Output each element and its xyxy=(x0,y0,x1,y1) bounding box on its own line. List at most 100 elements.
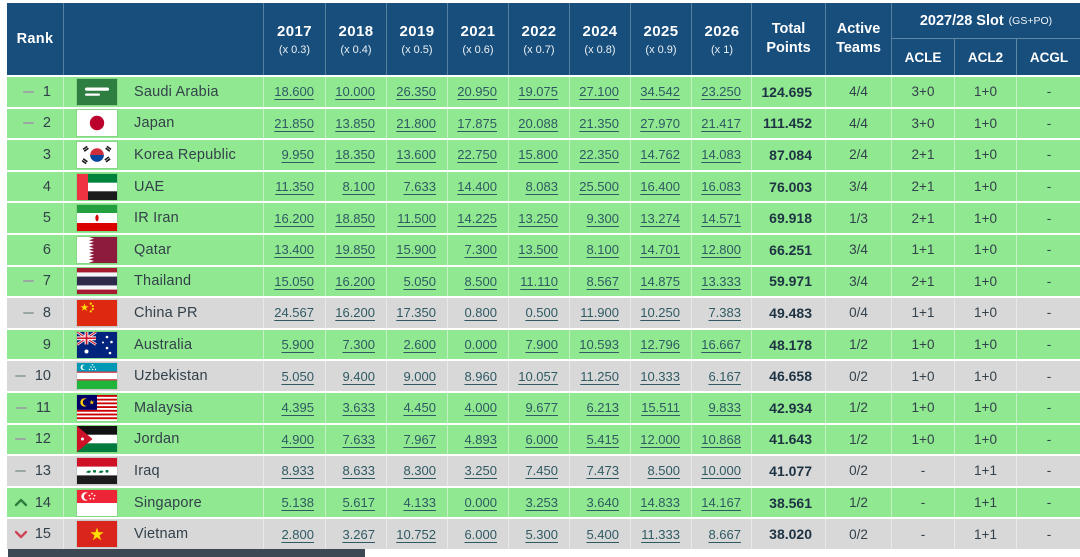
year-points-link[interactable]: 16.200 xyxy=(335,305,375,321)
year-points-link[interactable]: 5.415 xyxy=(586,431,619,447)
year-points-link[interactable]: 15.050 xyxy=(274,273,314,289)
year-points-link[interactable]: 8.933 xyxy=(281,463,314,479)
year-points-link[interactable]: 20.088 xyxy=(518,115,558,131)
year-points-link[interactable]: 8.100 xyxy=(342,179,375,195)
year-points-link[interactable]: 4.893 xyxy=(464,431,497,447)
year-points-link[interactable]: 5.400 xyxy=(586,526,619,542)
year-points-link[interactable]: 4.133 xyxy=(403,495,436,511)
year-points-link[interactable]: 14.701 xyxy=(640,242,680,258)
year-points-link[interactable]: 0.500 xyxy=(525,305,558,321)
year-points-link[interactable]: 16.200 xyxy=(274,210,314,226)
year-points-link[interactable]: 16.200 xyxy=(335,273,375,289)
year-points-link[interactable]: 7.633 xyxy=(403,179,436,195)
year-points-link[interactable]: 34.542 xyxy=(640,84,680,100)
year-points-link[interactable]: 13.600 xyxy=(396,147,436,163)
year-points-link[interactable]: 7.383 xyxy=(708,305,741,321)
year-points-link[interactable]: 21.850 xyxy=(274,115,314,131)
year-points-link[interactable]: 16.083 xyxy=(701,179,741,195)
year-points-link[interactable]: 11.350 xyxy=(275,179,314,195)
year-points-link[interactable]: 21.350 xyxy=(579,115,619,131)
year-points-link[interactable]: 5.300 xyxy=(525,526,558,542)
year-points-link[interactable]: 11.900 xyxy=(580,305,619,321)
year-points-link[interactable]: 5.138 xyxy=(281,495,314,511)
year-points-link[interactable]: 7.967 xyxy=(403,431,436,447)
year-points-link[interactable]: 15.800 xyxy=(518,147,558,163)
year-points-link[interactable]: 10.752 xyxy=(396,526,436,542)
year-points-link[interactable]: 21.800 xyxy=(396,115,436,131)
year-points-link[interactable]: 11.110 xyxy=(520,273,558,289)
year-points-link[interactable]: 14.167 xyxy=(701,495,741,511)
year-points-link[interactable]: 20.950 xyxy=(457,84,497,100)
year-points-link[interactable]: 13.850 xyxy=(335,115,375,131)
year-points-link[interactable]: 4.000 xyxy=(464,400,497,416)
year-points-link[interactable]: 10.000 xyxy=(701,463,741,479)
year-points-link[interactable]: 9.300 xyxy=(586,210,619,226)
year-points-link[interactable]: 3.633 xyxy=(342,400,375,416)
year-points-link[interactable]: 13.250 xyxy=(518,210,558,226)
year-points-link[interactable]: 7.900 xyxy=(525,337,558,353)
year-points-link[interactable]: 23.250 xyxy=(701,84,741,100)
year-points-link[interactable]: 9.400 xyxy=(342,368,375,384)
year-points-link[interactable]: 2.600 xyxy=(403,337,436,353)
year-points-link[interactable]: 14.225 xyxy=(457,210,497,226)
year-points-link[interactable]: 0.000 xyxy=(464,337,497,353)
year-points-link[interactable]: 8.100 xyxy=(586,242,619,258)
year-points-link[interactable]: 14.833 xyxy=(640,495,680,511)
year-points-link[interactable]: 27.100 xyxy=(579,84,619,100)
year-points-link[interactable]: 19.075 xyxy=(518,84,558,100)
year-points-link[interactable]: 8.633 xyxy=(342,463,375,479)
year-points-link[interactable]: 9.833 xyxy=(708,400,741,416)
year-points-link[interactable]: 2.800 xyxy=(281,526,314,542)
year-points-link[interactable]: 19.850 xyxy=(335,242,375,258)
year-points-link[interactable]: 13.500 xyxy=(518,242,558,258)
year-points-link[interactable]: 18.600 xyxy=(274,84,314,100)
year-points-link[interactable]: 7.473 xyxy=(586,463,619,479)
year-points-link[interactable]: 14.762 xyxy=(640,147,680,163)
year-points-link[interactable]: 14.875 xyxy=(640,273,680,289)
year-points-link[interactable]: 24.567 xyxy=(274,305,314,321)
year-points-link[interactable]: 13.333 xyxy=(701,273,741,289)
year-points-link[interactable]: 11.333 xyxy=(641,526,680,542)
year-points-link[interactable]: 10.868 xyxy=(701,431,741,447)
year-points-link[interactable]: 4.450 xyxy=(403,400,436,416)
year-points-link[interactable]: 22.350 xyxy=(579,147,619,163)
year-points-link[interactable]: 8.667 xyxy=(708,526,741,542)
year-points-link[interactable]: 0.000 xyxy=(464,495,497,511)
year-points-link[interactable]: 3.267 xyxy=(342,526,375,542)
year-points-link[interactable]: 10.057 xyxy=(518,368,558,384)
year-points-link[interactable]: 22.750 xyxy=(457,147,497,163)
year-points-link[interactable]: 4.900 xyxy=(281,431,314,447)
year-points-link[interactable]: 11.500 xyxy=(397,210,436,226)
year-points-link[interactable]: 9.677 xyxy=(525,400,558,416)
year-points-link[interactable]: 10.333 xyxy=(640,368,680,384)
year-points-link[interactable]: 25.500 xyxy=(579,179,619,195)
year-points-link[interactable]: 8.500 xyxy=(464,273,497,289)
year-points-link[interactable]: 12.800 xyxy=(701,242,741,258)
year-points-link[interactable]: 18.350 xyxy=(335,147,375,163)
year-points-link[interactable]: 11.250 xyxy=(580,368,619,384)
year-points-link[interactable]: 16.667 xyxy=(701,337,741,353)
year-points-link[interactable]: 6.000 xyxy=(464,526,497,542)
year-points-link[interactable]: 7.300 xyxy=(464,242,497,258)
year-points-link[interactable]: 13.274 xyxy=(640,210,680,226)
year-points-link[interactable]: 12.000 xyxy=(640,431,680,447)
year-points-link[interactable]: 7.300 xyxy=(342,337,375,353)
year-points-link[interactable]: 7.633 xyxy=(342,431,375,447)
year-points-link[interactable]: 5.617 xyxy=(342,495,375,511)
year-points-link[interactable]: 4.395 xyxy=(281,400,314,416)
year-points-link[interactable]: 3.253 xyxy=(525,495,558,511)
year-points-link[interactable]: 9.950 xyxy=(281,147,314,163)
year-points-link[interactable]: 10.250 xyxy=(640,305,680,321)
year-points-link[interactable]: 3.640 xyxy=(586,495,619,511)
year-points-link[interactable]: 17.875 xyxy=(457,115,497,131)
year-points-link[interactable]: 5.050 xyxy=(403,273,436,289)
year-points-link[interactable]: 10.593 xyxy=(579,337,619,353)
year-points-link[interactable]: 9.000 xyxy=(403,368,436,384)
year-points-link[interactable]: 26.350 xyxy=(396,84,436,100)
year-points-link[interactable]: 15.900 xyxy=(396,242,436,258)
year-points-link[interactable]: 10.000 xyxy=(335,84,375,100)
year-points-link[interactable]: 6.213 xyxy=(586,400,619,416)
year-points-link[interactable]: 8.300 xyxy=(403,463,436,479)
year-points-link[interactable]: 7.450 xyxy=(525,463,558,479)
year-points-link[interactable]: 3.250 xyxy=(464,463,497,479)
